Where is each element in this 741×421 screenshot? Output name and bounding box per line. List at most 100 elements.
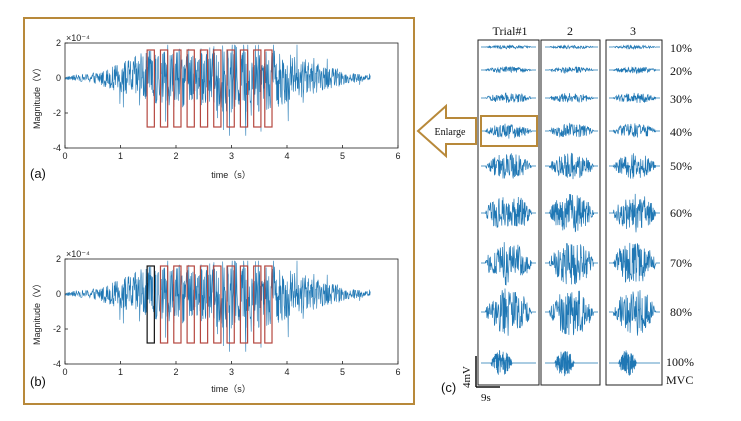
trial-2-signal-80 (545, 290, 598, 336)
trial-3-signal-10 (609, 44, 660, 51)
x-tick-label: 3 (229, 151, 234, 161)
trial-2-signal-40 (545, 122, 598, 138)
y-tick-label: -4 (53, 143, 61, 153)
enlarge-arrow-label: Enlarge (435, 127, 466, 138)
panel-b-window-2 (159, 265, 169, 344)
row-label-60: 60% (670, 206, 692, 220)
y-tick-label: 2 (56, 254, 61, 264)
left-arrow-icon (416, 103, 477, 159)
panel-a-emg-signal (64, 44, 371, 136)
panel-a-window-10 (264, 49, 273, 128)
y-tick-label: -2 (53, 324, 61, 334)
panel-b-window-1 (146, 265, 155, 344)
panel-a-window-5 (199, 49, 209, 128)
scale-bar-vertical-label: 4mV (461, 366, 473, 388)
panel-b-ylabel: Magnitude（V） (32, 279, 42, 345)
panel-b-window-8 (239, 265, 249, 344)
trial-1-signal-80 (481, 288, 536, 336)
panel-a-window-6 (213, 49, 222, 128)
trial-1-signal-40 (481, 123, 536, 139)
panel-b-window-7 (226, 265, 235, 344)
row-label-70: 70% (670, 256, 692, 270)
panel-b-xlabel: time（s） (211, 384, 251, 394)
panel-a-window-3 (173, 49, 182, 128)
trial-1-signal-10 (481, 44, 536, 50)
trial-2-signal-50 (545, 152, 598, 180)
row-label-30: 30% (670, 92, 692, 106)
trial-2-signal-100 (545, 351, 598, 377)
trial-1-signal-20 (481, 66, 536, 74)
trial-signal-grid (481, 44, 660, 377)
panel-a-window-8 (239, 49, 249, 128)
x-tick-label: 2 (173, 367, 178, 377)
panel-b: (b) Magnitude（V） ×10⁻⁴ time（s） 0 1 2 3 4 5 6 -4… (30, 249, 401, 394)
trial-2-signal-30 (545, 93, 598, 103)
panel-a-window-2 (159, 49, 169, 128)
x-tick-label: 5 (340, 151, 345, 161)
x-tick-label: 6 (395, 151, 400, 161)
trial-2-signal-60 (545, 193, 598, 233)
panel-b-emg-signal (64, 260, 371, 352)
panel-b-label: (b) (30, 374, 46, 389)
trial-1-signal-30 (481, 92, 536, 103)
x-tick-label: 2 (173, 151, 178, 161)
mvc-level-labels: 10% 20% 30% 40% 50% 60% 70% 80% 100% (666, 41, 694, 369)
panel-a-ylabel: Magnitude（V） (32, 63, 42, 129)
trial-3-column-frame (605, 39, 663, 386)
trial-1-column-frame (477, 39, 540, 386)
panel-a-exponent: ×10⁻⁴ (66, 33, 90, 43)
mvc-footer-label: MVC (666, 373, 693, 387)
scale-bar-horizontal-label: 9s (481, 392, 491, 404)
row-label-20: 20% (670, 64, 692, 78)
panel-b-window-9 (253, 265, 262, 344)
x-tick-label: 1 (118, 367, 123, 377)
panel-b-plot: 0 1 2 3 4 5 6 -4 -2 0 2 (53, 254, 401, 377)
panel-b-exponent: ×10⁻⁴ (66, 249, 90, 259)
x-tick-label: 5 (340, 367, 345, 377)
panel-b-window-4 (186, 265, 195, 344)
panel-b-window-6 (213, 265, 222, 344)
panel-a-plot: 0 1 2 3 4 5 6 -4 -2 0 2 (53, 38, 401, 161)
row-label-80: 80% (670, 305, 692, 319)
x-tick-label: 4 (284, 367, 289, 377)
row-label-40: 40% (670, 125, 692, 139)
trial-2-column-frame (540, 39, 601, 386)
trial-3-signal-30 (609, 92, 660, 103)
column-header-trial-2: 2 (567, 24, 573, 38)
trial-3-signal-20 (609, 66, 660, 75)
x-tick-label: 1 (118, 151, 123, 161)
panel-a-window-7 (226, 49, 235, 128)
trial-1-signal-60 (481, 196, 536, 228)
panel-a-label: (a) (30, 166, 46, 181)
x-tick-label: 3 (229, 367, 234, 377)
scale-bar: 4mV 9s (461, 356, 500, 404)
y-tick-label: 2 (56, 38, 61, 48)
trial-3-signal-40 (609, 123, 660, 138)
enlarged-panel-frame (23, 17, 415, 405)
panel-b-window-5 (199, 265, 209, 344)
panel-a-xlabel: time（s） (211, 170, 251, 180)
column-header-trial-3: 3 (630, 24, 636, 38)
x-tick-label: 0 (62, 367, 67, 377)
panel-b-window-10 (264, 265, 273, 344)
column-header-trial-1: Trial#1 (493, 24, 528, 38)
panel-b-window-3 (173, 265, 182, 344)
trial-2-signal-20 (545, 65, 598, 74)
x-tick-label: 4 (284, 151, 289, 161)
trial-1-signal-100 (481, 350, 536, 375)
row-label-100: 100% (666, 355, 694, 369)
row-label-50: 50% (670, 159, 692, 173)
trial-1-signal-50 (481, 153, 536, 179)
y-tick-label: 0 (56, 289, 61, 299)
x-tick-label: 6 (395, 367, 400, 377)
trial-2-signal-70 (545, 243, 598, 285)
panel-a-window-1 (146, 49, 155, 128)
y-tick-label: -2 (53, 108, 61, 118)
panel-c: (c) Trial#1 2 3 10% 20% 30% 40% 50% 60% … (441, 24, 694, 404)
y-tick-label: 0 (56, 73, 61, 83)
panel-c-label: (c) (441, 380, 456, 395)
trial-3-signal-60 (609, 193, 660, 233)
trial-3-signal-100 (609, 350, 660, 376)
trial-2-signal-10 (545, 44, 598, 50)
